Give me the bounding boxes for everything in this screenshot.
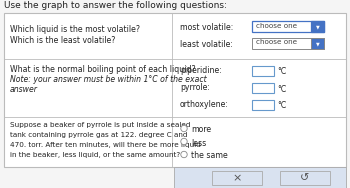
- Text: ▼: ▼: [316, 41, 319, 46]
- Text: 470. torr. After ten minutes, will there be more liquid: 470. torr. After ten minutes, will there…: [10, 142, 201, 148]
- Text: Which liquid is the most volatile?: Which liquid is the most volatile?: [10, 25, 140, 34]
- Text: °C: °C: [277, 102, 286, 111]
- FancyBboxPatch shape: [311, 38, 324, 49]
- Text: less: less: [191, 139, 206, 148]
- Circle shape: [181, 138, 187, 145]
- FancyBboxPatch shape: [252, 83, 274, 93]
- FancyBboxPatch shape: [212, 171, 262, 185]
- Circle shape: [181, 151, 187, 158]
- Text: pyrrole:: pyrrole:: [180, 83, 210, 92]
- FancyBboxPatch shape: [174, 167, 346, 188]
- Text: choose one: choose one: [256, 23, 297, 29]
- Text: least volatile:: least volatile:: [180, 40, 233, 49]
- Text: most volatile:: most volatile:: [180, 23, 233, 32]
- FancyBboxPatch shape: [252, 100, 274, 110]
- Text: Which is the least volatile?: Which is the least volatile?: [10, 36, 116, 45]
- Text: piperidine:: piperidine:: [180, 66, 222, 75]
- Text: answer: answer: [10, 85, 38, 94]
- Text: orthoxylene:: orthoxylene:: [180, 100, 229, 109]
- FancyBboxPatch shape: [252, 21, 324, 32]
- Text: What is the normal boiling point of each liquid?: What is the normal boiling point of each…: [10, 65, 196, 74]
- Text: ↺: ↺: [300, 174, 310, 183]
- Text: ×: ×: [232, 174, 242, 183]
- FancyBboxPatch shape: [252, 66, 274, 76]
- Text: °C: °C: [277, 84, 286, 93]
- FancyBboxPatch shape: [252, 38, 324, 49]
- Text: the same: the same: [191, 152, 228, 161]
- Text: °C: °C: [277, 67, 286, 77]
- Text: ▼: ▼: [316, 24, 319, 29]
- Text: more: more: [191, 126, 211, 134]
- FancyBboxPatch shape: [311, 21, 324, 32]
- Text: Suppose a beaker of pyrrole is put inside a sealed: Suppose a beaker of pyrrole is put insid…: [10, 122, 190, 128]
- Text: in the beaker, less liquid, or the same amount?: in the beaker, less liquid, or the same …: [10, 152, 180, 158]
- Text: Use the graph to answer the following questions:: Use the graph to answer the following qu…: [4, 1, 227, 10]
- Text: choose one: choose one: [256, 39, 297, 45]
- FancyBboxPatch shape: [4, 13, 346, 167]
- Text: Note: your answer must be within 1°C of the exact: Note: your answer must be within 1°C of …: [10, 75, 206, 84]
- FancyBboxPatch shape: [280, 171, 330, 185]
- Circle shape: [181, 125, 187, 132]
- Text: tank containing pyrrole gas at 122. degree C and: tank containing pyrrole gas at 122. degr…: [10, 132, 188, 138]
